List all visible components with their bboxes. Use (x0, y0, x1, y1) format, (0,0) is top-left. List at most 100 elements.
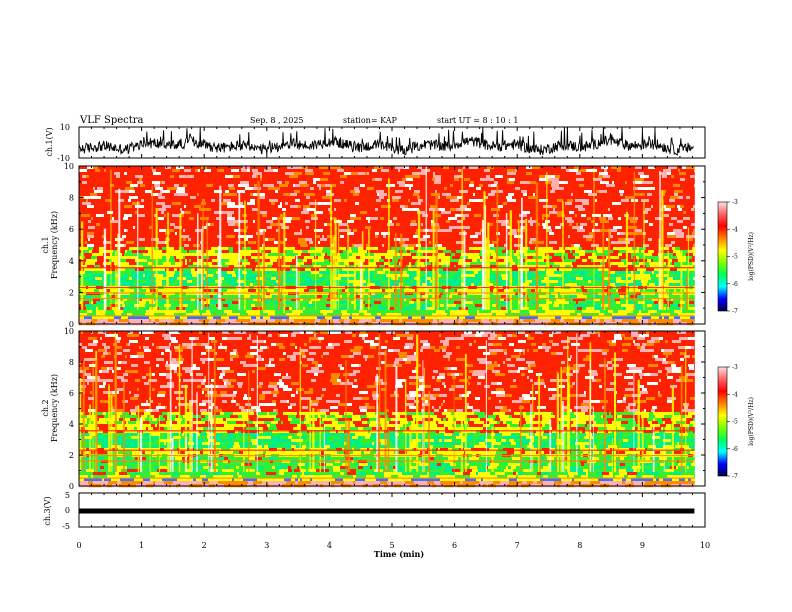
spectrogram-cell (501, 178, 508, 182)
spectrogram-cell (143, 193, 152, 197)
spectrogram-cell (313, 175, 316, 179)
spectrogram-cell (541, 283, 547, 287)
spectrogram-cell (149, 169, 153, 173)
spectrogram-cell (600, 220, 610, 224)
spectrogram-cell (370, 217, 379, 221)
spectrogram-cell (137, 232, 144, 236)
spectrogram-cell (213, 220, 222, 224)
spectrogram-cell (235, 235, 239, 239)
spectrogram-cell (636, 223, 641, 227)
spectrogram-cell (668, 253, 674, 257)
spectrogram-cell (341, 211, 349, 215)
spectrogram-cell (539, 178, 549, 182)
spectrogram-cell (168, 253, 175, 257)
spectrogram-cell (569, 292, 574, 296)
spectrogram-cell (307, 259, 313, 263)
spectrogram-cell (486, 187, 492, 191)
spectrogram-cell (620, 193, 624, 197)
spectrogram-cell (545, 166, 551, 170)
spectrogram-cell (102, 202, 107, 206)
spectrogram-cell (172, 169, 181, 173)
spectrogram-cell (255, 268, 258, 272)
spectrogram-cell (377, 274, 380, 278)
spectrogram-cell (480, 217, 483, 221)
spectrogram-cell (206, 298, 211, 302)
spectrogram-cell (563, 256, 566, 260)
spectrogram-cell (585, 229, 593, 233)
spectrogram-cell (506, 214, 511, 218)
spectrogram-cell (267, 166, 272, 170)
spectrogram-cell (233, 268, 238, 272)
spectrogram-cell (674, 193, 679, 197)
spectrogram-cell (525, 256, 534, 260)
spectrogram-cell (600, 169, 605, 173)
spectrogram-cell (279, 184, 286, 188)
spectrogram-cell (362, 256, 368, 260)
spectrogram-cell (660, 178, 664, 182)
spectrogram-cell (334, 220, 343, 224)
spectrogram-cell (475, 289, 480, 293)
spectrogram-cell (277, 181, 283, 185)
spectrogram-cell (674, 190, 684, 194)
spectrogram-cell (385, 187, 390, 191)
spectrogram-cell (123, 292, 131, 296)
spectrogram-cell (237, 280, 245, 284)
spectrogram-cell (591, 211, 596, 215)
spectrogram-cell (570, 229, 573, 233)
spectrogram-cell (514, 277, 519, 281)
spectrogram-cell (328, 181, 333, 185)
spectrogram-cell (126, 241, 135, 245)
spectrogram-cell (162, 253, 169, 257)
spectrogram-cell (304, 193, 313, 197)
spectrogram-cell (317, 289, 324, 293)
spectrogram-cell (683, 262, 693, 266)
spectrogram-cell (144, 196, 152, 200)
spectrogram-cell (604, 283, 609, 287)
spectrogram-cell (557, 268, 560, 272)
spectrogram-cell (638, 217, 646, 221)
spectrogram-cell (291, 244, 299, 248)
spectrogram-cell (470, 280, 473, 284)
spectrogram-cell (608, 274, 618, 278)
spectrogram-cell (89, 175, 94, 179)
spectrogram-cell (274, 184, 280, 188)
spectrogram-cell (305, 229, 315, 233)
spectrogram-cell (167, 199, 170, 203)
spectrogram-cell (496, 220, 504, 224)
spectrogram-cell (467, 241, 474, 245)
spectrogram-cell (140, 295, 146, 299)
spectrogram-cell (536, 271, 544, 275)
spectrogram-cell (591, 220, 595, 224)
spectrogram-cell (241, 292, 247, 296)
spectrogram-cell (512, 256, 518, 260)
spectrogram-cell (464, 277, 474, 281)
spectrogram-cell (682, 229, 689, 233)
spectrogram-cell (272, 256, 281, 260)
spectrogram-cell (230, 178, 240, 182)
spectrogram-cell (128, 229, 131, 233)
spectrogram-cell (616, 253, 619, 257)
spectrogram-cell (233, 196, 239, 200)
spectrogram-cell (434, 235, 442, 239)
figure-title: VLF Spectra (79, 115, 144, 126)
spectrogram-cell (650, 241, 654, 245)
spectrogram-cell (291, 220, 299, 224)
spectrogram-cell (238, 274, 246, 278)
spectrogram-cell (147, 178, 155, 182)
spectrogram-cell (165, 178, 172, 182)
spectrogram-cell (156, 265, 162, 269)
spectrogram-cell (255, 259, 260, 263)
spectrogram-cell (381, 169, 390, 173)
spectrogram-cell (407, 295, 415, 299)
spectrogram-cell (651, 256, 660, 260)
spectrogram-cell (261, 187, 265, 191)
spectrogram-cell (532, 271, 537, 275)
spectrogram-cell (151, 193, 159, 197)
spectrogram-cell (383, 166, 388, 170)
spectrogram-cell (401, 262, 410, 266)
spectrogram-cell (383, 235, 387, 239)
spectrogram-cell (486, 211, 492, 215)
spectrogram-cell (117, 229, 125, 233)
spectrogram-cell (101, 253, 104, 257)
spectrogram-cell (633, 217, 639, 221)
